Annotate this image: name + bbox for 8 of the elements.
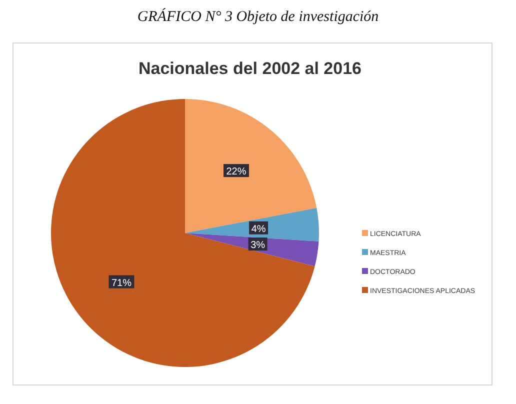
data-label: 22% bbox=[226, 166, 246, 178]
chart-subtitle: Nacionales del 2002 al 2016 bbox=[138, 59, 362, 78]
pie-slice bbox=[185, 99, 317, 233]
data-label: 4% bbox=[251, 224, 266, 235]
data-label: 71% bbox=[111, 278, 132, 289]
data-label: 3% bbox=[250, 240, 266, 252]
pie-slice bbox=[51, 99, 315, 367]
chart-title: GRÁFICO N° 3 Objeto de investigación bbox=[137, 8, 379, 25]
